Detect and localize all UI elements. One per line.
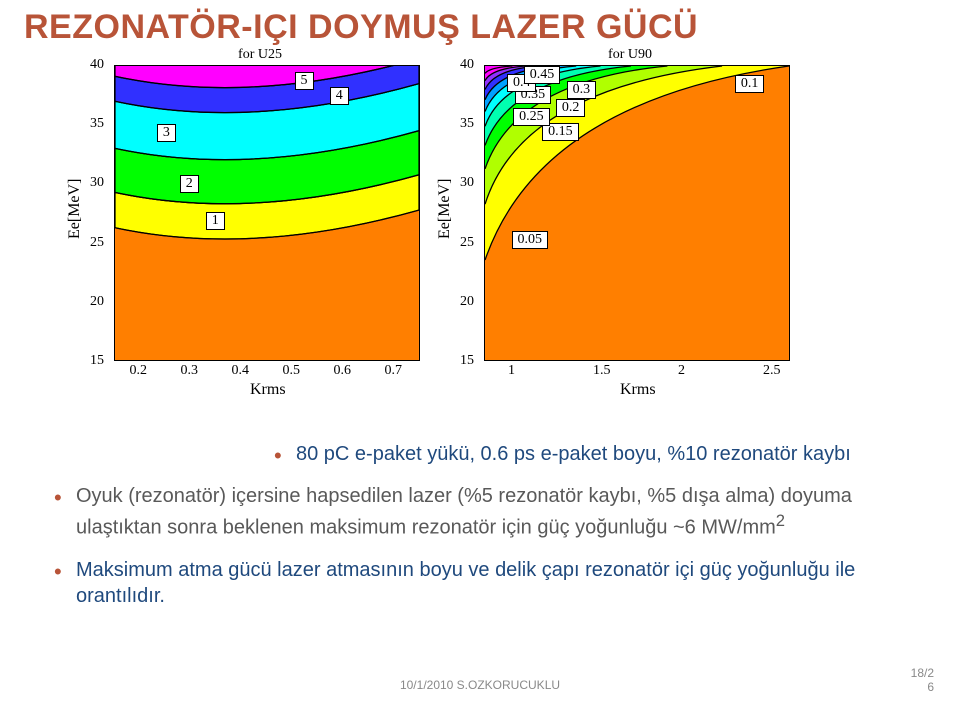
xtick-label: 0.6 — [334, 363, 352, 379]
contour-label: 1 — [206, 212, 225, 230]
bullet-text: Maksimum atma gücü lazer atmasının boyu … — [76, 559, 855, 607]
chart1-plot — [114, 65, 420, 361]
contour-label: 0.1 — [735, 75, 765, 93]
ytick-label: 30 — [90, 175, 104, 191]
xtick-label: 1 — [508, 363, 515, 379]
xtick-label: 0.7 — [385, 363, 403, 379]
bullet-text: Oyuk (rezonatör) içersine hapsedilen laz… — [76, 485, 852, 538]
chart2-xlabel: Krms — [620, 381, 656, 399]
chart2-ylabel: Ee[MeV] — [436, 179, 454, 239]
contour-label: 5 — [295, 72, 314, 90]
bullet-item: Oyuk (rezonatör) içersine hapsedilen laz… — [54, 483, 906, 540]
ytick-label: 40 — [90, 57, 104, 73]
contour-label: 0.2 — [556, 99, 586, 117]
ytick-label: 20 — [460, 294, 474, 310]
chart2-title: for U90 — [608, 47, 652, 63]
chart1-svg — [115, 66, 419, 360]
xtick-label: 0.3 — [181, 363, 199, 379]
chart1-title: for U25 — [238, 47, 282, 63]
ytick-label: 15 — [460, 353, 474, 369]
footer-date: 10/1/2010 S.OZKORUCUKLU — [400, 678, 560, 692]
contour-label: 4 — [330, 87, 349, 105]
chart1-ylabel: Ee[MeV] — [66, 179, 84, 239]
ytick-label: 20 — [90, 294, 104, 310]
xtick-label: 2 — [678, 363, 685, 379]
bullet-text: 80 pC e-paket yükü, 0.6 ps e-paket boyu,… — [296, 443, 851, 465]
ytick-label: 35 — [90, 116, 104, 132]
footer: 10/1/2010 S.OZKORUCUKLU 18/2 6 — [0, 652, 960, 692]
page-title: REZONATÖR-IÇI DOYMUŞ LAZER GÜCÜ — [24, 8, 936, 47]
xtick-label: 0.5 — [283, 363, 301, 379]
ytick-label: 25 — [460, 235, 474, 251]
ytick-label: 30 — [460, 175, 474, 191]
xtick-label: 0.2 — [130, 363, 148, 379]
ytick-label: 25 — [90, 235, 104, 251]
contour-label: 0.45 — [524, 66, 561, 84]
footer-page: 18/2 6 — [894, 666, 934, 694]
bullet-list: 80 pC e-paket yükü, 0.6 ps e-paket boyu,… — [54, 441, 906, 610]
bullet-item: 80 pC e-paket yükü, 0.6 ps e-paket boyu,… — [274, 441, 906, 467]
chart1-xlabel: Krms — [250, 381, 286, 399]
bullet-text: 2 — [776, 511, 785, 530]
contour-label: 0.05 — [512, 231, 549, 249]
ytick-label: 35 — [460, 116, 474, 132]
ytick-label: 40 — [460, 57, 474, 73]
contour-label: 2 — [180, 175, 199, 193]
contour-label: 0.3 — [567, 81, 597, 99]
xtick-label: 2.5 — [763, 363, 781, 379]
xtick-label: 0.4 — [232, 363, 250, 379]
xtick-label: 1.5 — [593, 363, 611, 379]
ytick-label: 15 — [90, 353, 104, 369]
contour-label: 3 — [157, 124, 176, 142]
contour-label: 0.25 — [513, 108, 550, 126]
bullet-item: Maksimum atma gücü lazer atmasının boyu … — [54, 557, 906, 610]
